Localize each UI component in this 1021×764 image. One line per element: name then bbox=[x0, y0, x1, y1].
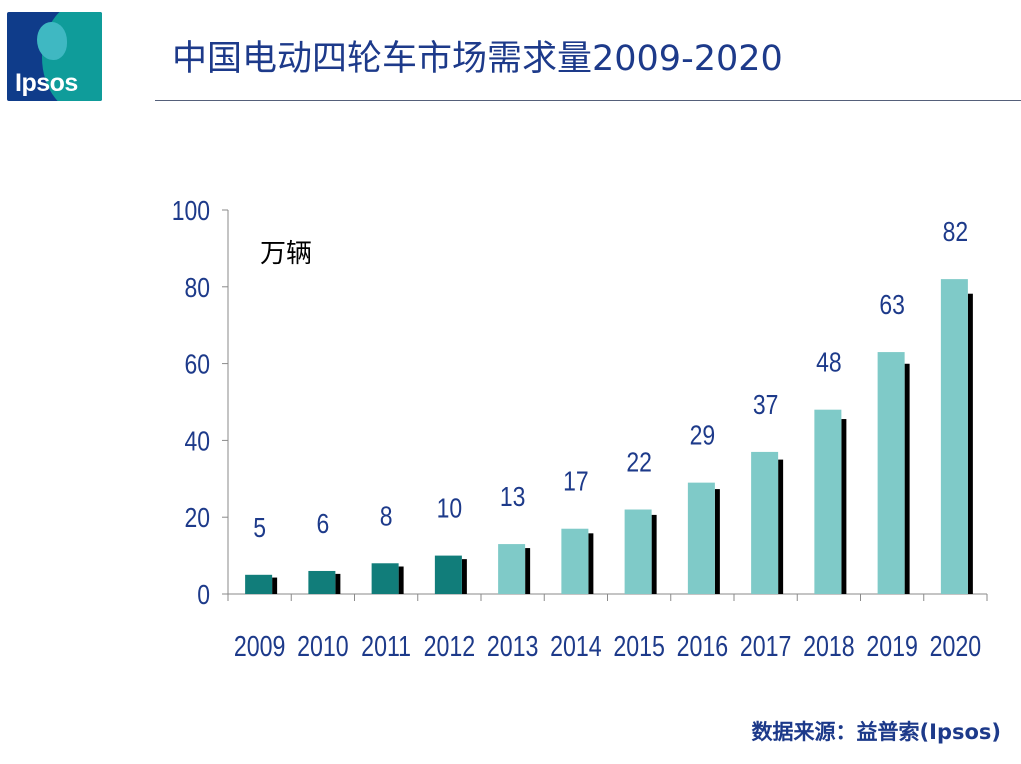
data-label: 29 bbox=[690, 421, 716, 452]
bar-shadow bbox=[588, 533, 594, 594]
bar bbox=[687, 482, 715, 594]
data-label: 10 bbox=[437, 494, 463, 525]
bar-shadow bbox=[841, 419, 847, 594]
bar bbox=[308, 570, 336, 594]
bar-shadow bbox=[778, 459, 784, 594]
y-tick-label: 20 bbox=[184, 503, 210, 534]
bar bbox=[245, 574, 273, 594]
bar bbox=[877, 352, 905, 594]
x-tick-label: 2009 bbox=[234, 629, 286, 662]
data-label: 82 bbox=[943, 217, 969, 248]
bar bbox=[561, 528, 589, 594]
y-tick-label: 0 bbox=[197, 580, 210, 611]
bar-shadow bbox=[904, 363, 910, 594]
bar-shadow bbox=[335, 573, 341, 594]
bar bbox=[751, 451, 779, 594]
bar-shadow bbox=[398, 566, 404, 594]
title-divider bbox=[155, 100, 1021, 101]
y-tick-label: 60 bbox=[184, 350, 210, 381]
data-label: 63 bbox=[879, 290, 905, 321]
page-title: 中国电动四轮车市场需求量2009-2020 bbox=[172, 39, 783, 79]
bar bbox=[814, 409, 842, 594]
data-label: 48 bbox=[816, 348, 842, 379]
data-label: 6 bbox=[316, 509, 329, 540]
data-label: 37 bbox=[753, 390, 779, 421]
data-label: 8 bbox=[380, 501, 393, 532]
x-tick-label: 2012 bbox=[424, 629, 476, 662]
bar bbox=[624, 509, 652, 594]
ipsos-logo: Ipsos bbox=[7, 12, 102, 101]
x-tick-label: 2014 bbox=[550, 629, 602, 662]
data-label: 13 bbox=[500, 482, 526, 513]
x-tick-label: 2018 bbox=[803, 629, 855, 662]
logo-text: Ipsos bbox=[15, 69, 78, 97]
bar bbox=[498, 544, 526, 594]
x-tick-label: 2020 bbox=[930, 629, 982, 662]
bar-shadow bbox=[714, 489, 720, 594]
data-label: 22 bbox=[626, 447, 652, 478]
data-label: 17 bbox=[563, 467, 589, 498]
x-tick-label: 2019 bbox=[866, 629, 918, 662]
x-tick-label: 2015 bbox=[613, 629, 665, 662]
bar-shadow bbox=[461, 559, 467, 594]
data-label: 5 bbox=[253, 513, 266, 544]
unit-label: 万辆 bbox=[260, 239, 312, 269]
x-tick-label: 2010 bbox=[297, 629, 349, 662]
bar bbox=[940, 279, 968, 594]
source-note: 数据来源：益普索(Ipsos) bbox=[751, 720, 1001, 744]
x-tick-label: 2017 bbox=[740, 629, 792, 662]
bar-shadow bbox=[525, 548, 531, 594]
x-tick-label: 2013 bbox=[487, 629, 539, 662]
logo-head-icon bbox=[37, 22, 67, 60]
x-tick-label: 2016 bbox=[677, 629, 729, 662]
bar bbox=[371, 563, 399, 594]
bar bbox=[434, 555, 462, 594]
y-tick-label: 100 bbox=[172, 196, 210, 227]
y-tick-label: 40 bbox=[184, 426, 210, 457]
bar-shadow bbox=[967, 293, 973, 594]
x-tick-label: 2011 bbox=[361, 629, 411, 662]
bar-shadow bbox=[651, 514, 657, 594]
bar-shadow bbox=[272, 577, 278, 594]
y-tick-label: 80 bbox=[184, 273, 210, 304]
